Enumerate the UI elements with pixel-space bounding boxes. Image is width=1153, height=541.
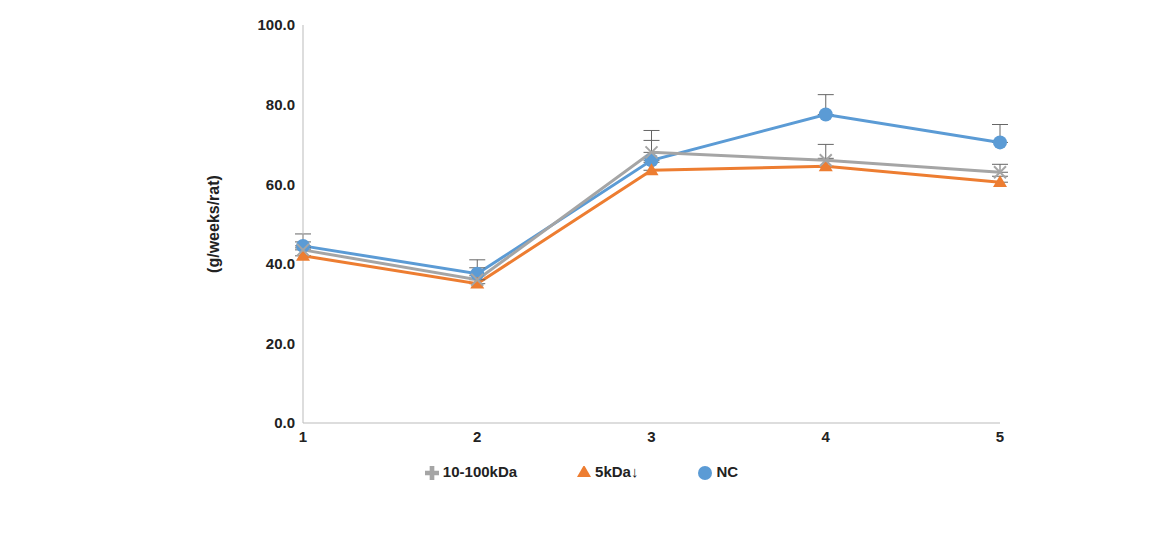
svg-text:40.0: 40.0 [266, 255, 295, 272]
html-text:10-100kDa: 10-100kDa [442, 463, 518, 480]
svg-text:4: 4 [822, 428, 831, 445]
html-text:5kDa↓: 5kDa↓ [595, 463, 639, 480]
svg-text:1: 1 [299, 428, 307, 445]
svg-text:0.0: 0.0 [274, 414, 295, 431]
svg-text:2: 2 [473, 428, 481, 445]
svg-text:3: 3 [647, 428, 655, 445]
svg-text:60.0: 60.0 [266, 176, 295, 193]
svg-text:(g/weeks/rat): (g/weeks/rat) [205, 175, 222, 273]
svg-text:100.0: 100.0 [257, 16, 295, 33]
svg-text:80.0: 80.0 [266, 96, 295, 113]
html-text:NC: NC [716, 463, 739, 480]
svg-text:5: 5 [996, 428, 1004, 445]
svg-text:20.0: 20.0 [266, 335, 295, 352]
